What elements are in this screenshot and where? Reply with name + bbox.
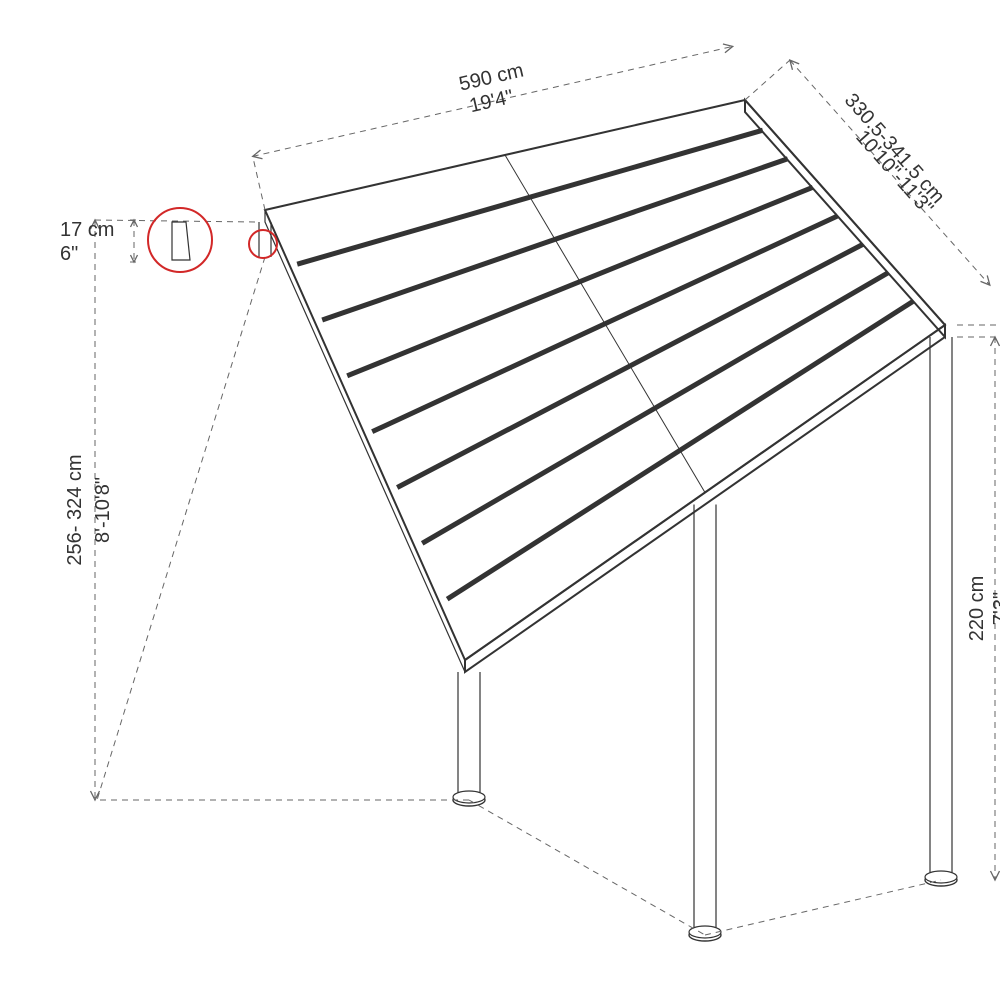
dim-height-back-imperial: 8'-10'8": [92, 477, 114, 543]
dim-height-back-cm: 256- 324 cm: [64, 454, 86, 565]
dim-h220-imperial: 7'3": [990, 592, 1000, 625]
patio-cover-dimensions-diagram: 590 cm19'4"330.5-341.5 cm10'10"-11'3"256…: [0, 0, 1000, 1000]
dim-bracket-imperial: 6": [60, 243, 78, 265]
dim-bracket-cm: 17 cm: [60, 219, 114, 241]
dim-depth-cm: 330.5-341.5 cm: [840, 89, 949, 207]
dim-h220-cm: 220 cm: [966, 576, 988, 642]
